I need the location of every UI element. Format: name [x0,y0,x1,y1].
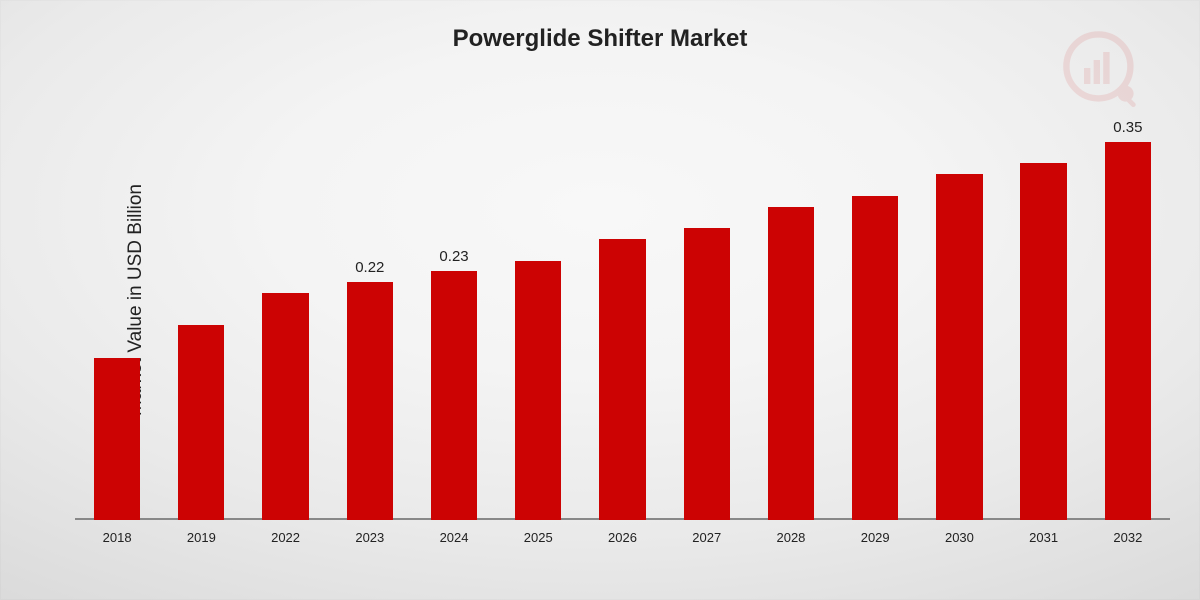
x-axis-tick-label: 2030 [945,530,974,545]
x-axis-tick-label: 2022 [271,530,300,545]
x-axis-tick-label: 2018 [103,530,132,545]
bar: 0.35 [1105,142,1151,520]
x-axis-tick-label: 2027 [692,530,721,545]
bar [262,293,308,520]
bar-value-label: 0.22 [355,259,384,276]
bar [936,174,982,520]
bar: 0.23 [431,271,477,520]
x-axis-tick-label: 2023 [355,530,384,545]
x-axis-tick-label: 2019 [187,530,216,545]
bar [768,207,814,521]
plot-area: 0.22 0.23 0.35 [75,120,1170,520]
bar [94,358,140,520]
x-axis-tick-label: 2029 [861,530,890,545]
bar: 0.22 [347,282,393,520]
chart-title: Powerglide Shifter Market [0,25,1200,53]
bar [852,196,898,520]
x-axis-tick-label: 2025 [524,530,553,545]
bar-value-label: 0.23 [439,248,468,265]
brand-logo-icon [1060,28,1140,108]
bar [515,261,561,520]
x-axis-tick-label: 2024 [440,530,469,545]
x-axis-tick-label: 2028 [776,530,805,545]
x-axis-tick-label: 2026 [608,530,637,545]
bar-value-label: 0.35 [1113,119,1142,136]
x-axis-labels: 2018 2019 2022 2023 2024 2025 2026 2027 2028 2029… [75,530,1170,550]
bar [684,228,730,520]
x-axis-tick-label: 2032 [1113,530,1142,545]
bar [1020,163,1066,520]
x-axis-tick-label: 2031 [1029,530,1058,545]
bar [599,239,645,520]
bar [178,325,224,520]
